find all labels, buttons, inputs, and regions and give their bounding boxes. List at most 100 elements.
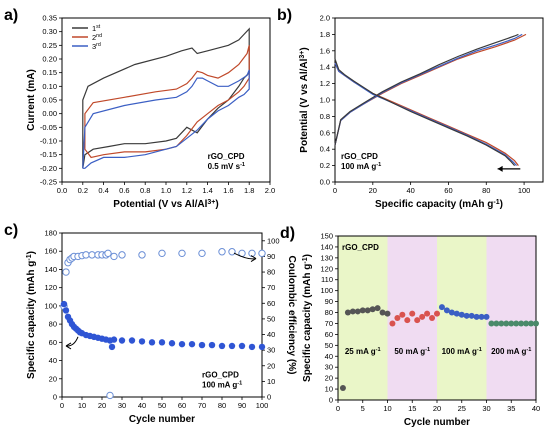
efficiency-point [110, 252, 118, 261]
efficiency-point [62, 268, 70, 276]
rate-point [344, 309, 351, 316]
x-tick-label: 15 [408, 404, 416, 413]
x-tick-label: 20 [98, 401, 106, 410]
y-tick-label: 1.8 [320, 30, 330, 39]
rate-point [434, 310, 440, 317]
y-tick-label: 110 [321, 275, 333, 284]
y-tick-label: 140 [44, 265, 57, 274]
capacity-point [198, 341, 206, 349]
rate-point [399, 311, 406, 318]
x-tick-label: 0.4 [98, 186, 108, 195]
panel-letter: a) [4, 7, 18, 24]
legend-label: 3rd [92, 42, 101, 51]
rate-point [354, 308, 361, 315]
efficiency-point [258, 249, 266, 258]
rate-point [518, 320, 525, 327]
rate-point [443, 307, 450, 314]
y2-tick-label: 80 [267, 268, 275, 277]
y-tick-label: 80 [49, 320, 57, 329]
y-tick-label: -0.20 [40, 164, 57, 173]
x-axis-label: Cycle number [404, 417, 470, 427]
x-tick-label: 35 [507, 404, 515, 413]
series-line [334, 62, 519, 166]
rate-point [508, 320, 515, 327]
arrow-left [65, 336, 79, 347]
x-tick-label: 2.0 [265, 186, 275, 195]
rate-point [463, 312, 470, 319]
series-line [334, 62, 517, 167]
x-tick-label: 5 [361, 404, 365, 413]
y-tick-label: 120 [44, 283, 57, 292]
rate-point [493, 320, 500, 327]
x-tick-label: 20 [433, 404, 441, 413]
y-tick-label: 0.0 [320, 178, 330, 187]
y-tick-label: 10 [325, 385, 333, 394]
rate-point [488, 320, 495, 327]
annotation-line: 100 mA g-1 [202, 380, 242, 389]
capacity-point [128, 337, 136, 344]
y-tick-label: 160 [44, 247, 57, 256]
x-tick-label: 1.0 [161, 186, 171, 195]
y-tick-label: 0.6 [320, 128, 330, 137]
y2-tick-label: 40 [267, 330, 275, 339]
x-tick-label: 10 [78, 401, 86, 410]
rate-point [359, 307, 366, 314]
rate-label: 25 mA g-1 [345, 347, 381, 356]
arrow-right [233, 252, 257, 260]
y-tick-label: 0.8 [320, 112, 330, 121]
y-tick-label: 30 [325, 363, 333, 372]
capacity-point [168, 340, 176, 347]
x-tick-label: 80 [218, 401, 226, 410]
y-axis-label: Potential (V vs Al/Al3+) [299, 47, 311, 152]
y2-tick-label: 70 [267, 283, 275, 292]
rate-point [379, 309, 386, 316]
y-tick-label: 60 [325, 330, 333, 339]
rate-point [429, 315, 436, 321]
y-tick-label: 0 [329, 396, 333, 405]
x-tick-label: 60 [444, 186, 452, 195]
legend-label: 1st [92, 24, 101, 33]
rate-point [364, 307, 371, 314]
y-tick-label: 0.10 [42, 82, 57, 91]
x-tick-label: 0.2 [78, 186, 88, 195]
annotation-line: 100 mA g-1 [341, 162, 381, 171]
annotation-line: 0.5 mV s-1 [208, 162, 245, 171]
capacity-point [258, 343, 266, 351]
x-tick-label: 20 [369, 186, 377, 195]
x-axis-label: Potential (V vs Al/Al3+) [113, 199, 218, 211]
y-axis-label: Specific capacity (mAh g-1) [302, 254, 314, 382]
capacity-point [208, 341, 216, 349]
y-tick-label: 1.4 [320, 63, 330, 72]
y-tick-label: 90 [325, 297, 333, 306]
y-tick-label: 1.0 [320, 96, 330, 105]
rate-point [458, 311, 465, 318]
y-tick-label: 0 [53, 393, 57, 402]
efficiency-point [228, 248, 236, 256]
y-tick-label: 0.2 [320, 161, 330, 170]
y2-axis-label: Coulombic efficiency (%) [286, 256, 297, 375]
capacity-point [138, 338, 146, 345]
rate-point [523, 320, 530, 327]
y-tick-label: 1.6 [320, 46, 330, 55]
capacity-point [248, 343, 256, 351]
rate-point [448, 309, 455, 316]
y-tick-label: 2.0 [320, 14, 330, 23]
efficiency-point [118, 251, 126, 259]
arrowhead [250, 255, 257, 262]
rate-point [374, 305, 381, 312]
x-tick-label: 0 [336, 404, 340, 413]
x-tick-label: 40 [406, 186, 414, 195]
efficiency-point [198, 249, 206, 258]
x-tick-label: 0.0 [57, 186, 67, 195]
efficiency-point [104, 249, 112, 258]
x-tick-label: 1.6 [223, 186, 233, 195]
y-tick-label: 0.15 [42, 68, 57, 77]
rate-region [338, 236, 388, 400]
y2-tick-label: 90 [267, 252, 275, 261]
series-line [334, 58, 516, 167]
y-tick-label: 150 [320, 232, 333, 241]
rate-point [438, 304, 445, 311]
y-axis-label: Specific capacity (mAh g-1) [26, 251, 38, 379]
arrowhead [497, 165, 503, 172]
y-tick-label: 50 [325, 341, 333, 350]
